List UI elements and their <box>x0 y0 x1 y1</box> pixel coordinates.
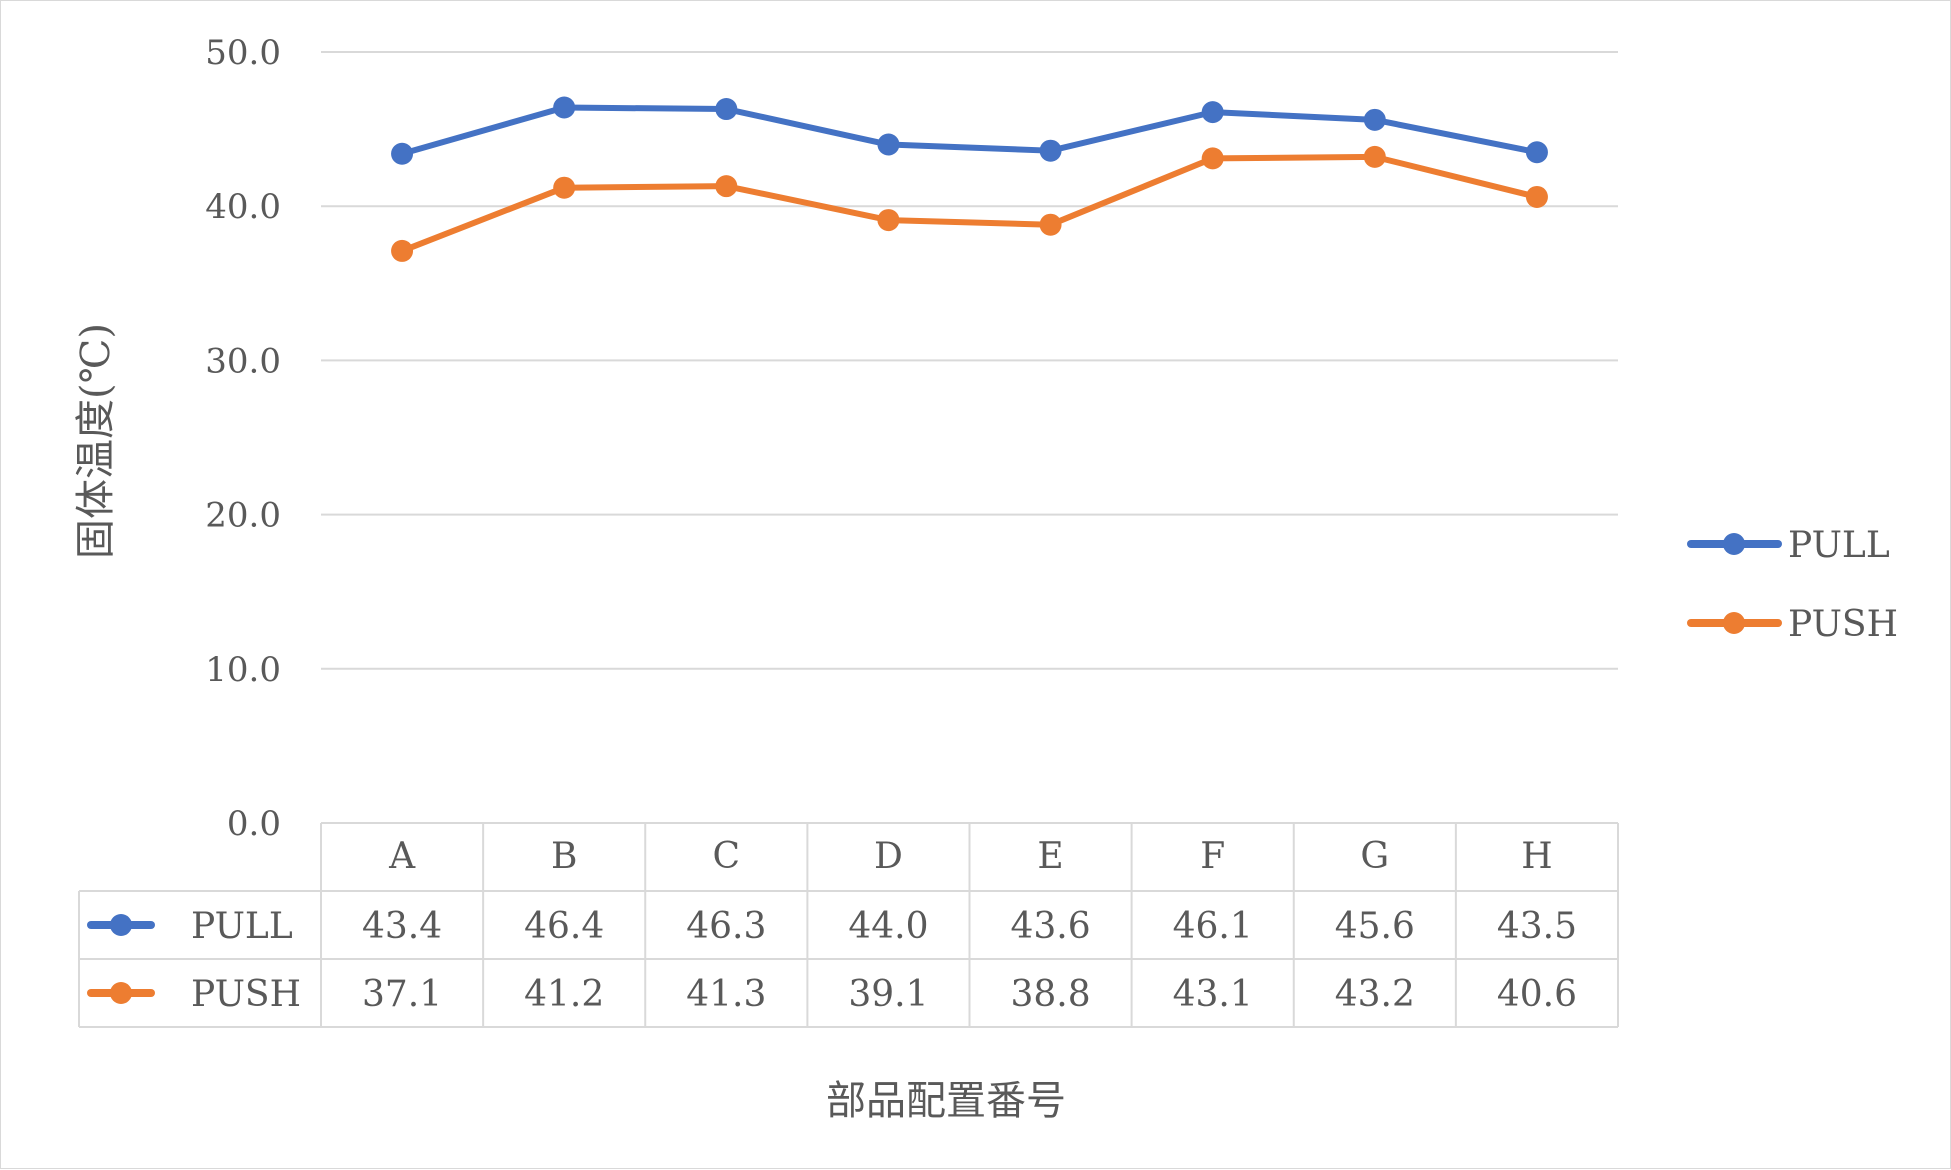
x-category-label: F <box>1200 836 1225 877</box>
table-legend-key-marker <box>110 982 132 1004</box>
gridlines <box>321 51 1618 670</box>
x-category-label: G <box>1360 836 1389 877</box>
series-line <box>400 153 1538 254</box>
table-value-cell: 46.4 <box>524 906 604 947</box>
series-line <box>401 104 1538 157</box>
x-category-label: C <box>713 836 741 877</box>
y-axis-title: 固体温度(℃) <box>73 323 119 559</box>
table-value-cell: 43.4 <box>362 906 442 947</box>
legend: PULL PUSH <box>1687 525 1898 645</box>
legend-key-marker <box>1723 612 1745 634</box>
table-value-cell: 43.6 <box>1010 906 1090 947</box>
x-category-label: A <box>388 836 416 877</box>
table-value-cell: 41.2 <box>524 974 604 1015</box>
data-point <box>391 142 414 165</box>
y-tick-label: 30.0 <box>205 341 281 381</box>
table-value-cell: 38.8 <box>1010 974 1090 1015</box>
y-tick-label: 40.0 <box>205 187 281 227</box>
data-point <box>715 175 738 198</box>
data-point <box>1525 141 1548 164</box>
table-value-cell: 46.3 <box>686 906 766 947</box>
data-point <box>1363 145 1386 168</box>
table-value-cell: 41.3 <box>686 974 766 1015</box>
data-point <box>1525 185 1548 208</box>
table-legend-key-marker <box>110 914 132 936</box>
table-value-cell: 43.1 <box>1173 974 1253 1015</box>
data-point <box>553 96 576 119</box>
x-axis-title: 部品配置番号 <box>826 1078 1066 1124</box>
data-point <box>553 176 576 199</box>
table-value-cell: 43.2 <box>1335 974 1415 1015</box>
data-point <box>1363 108 1386 131</box>
table-value-cell: 46.1 <box>1173 906 1253 947</box>
table-value-cell: 43.5 <box>1497 906 1577 947</box>
data-point <box>1039 139 1062 162</box>
x-category-label: D <box>874 836 903 877</box>
table-value-cell: 39.1 <box>848 974 928 1015</box>
table-series-name: PUSH <box>191 974 301 1015</box>
data-point <box>1201 147 1224 170</box>
data-point <box>877 209 900 232</box>
x-category-label: B <box>551 836 577 877</box>
table-value-cell: 45.6 <box>1335 906 1415 947</box>
legend-entry: PULL <box>1788 525 1890 566</box>
data-point <box>1201 101 1224 124</box>
y-axis-ticks: 0.0 10.0 20.0 30.0 40.0 50.0 <box>205 33 281 844</box>
legend-entry: PUSH <box>1788 604 1898 645</box>
y-tick-label: 20.0 <box>205 496 281 536</box>
y-tick-label: 0.0 <box>227 804 281 844</box>
data-table: A B C D E F G H PULL 43.4 46.4 46.3 44.0 43.6 46.1 45.6… <box>78 822 1619 1028</box>
series-lines <box>391 96 1548 262</box>
data-point <box>877 133 900 156</box>
table-series-name: PULL <box>191 906 293 947</box>
data-point <box>1039 213 1062 236</box>
table-value-cell: 40.6 <box>1497 974 1577 1015</box>
x-category-label: E <box>1037 836 1063 877</box>
y-tick-label: 50.0 <box>205 33 281 73</box>
table-value-cell: 37.1 <box>362 974 442 1015</box>
legend-key-marker <box>1723 533 1745 555</box>
y-tick-label: 10.0 <box>205 650 281 690</box>
data-point <box>715 98 738 121</box>
table-value-cell: 44.0 <box>848 906 928 947</box>
x-category-label: H <box>1521 836 1552 877</box>
data-point <box>391 239 414 262</box>
